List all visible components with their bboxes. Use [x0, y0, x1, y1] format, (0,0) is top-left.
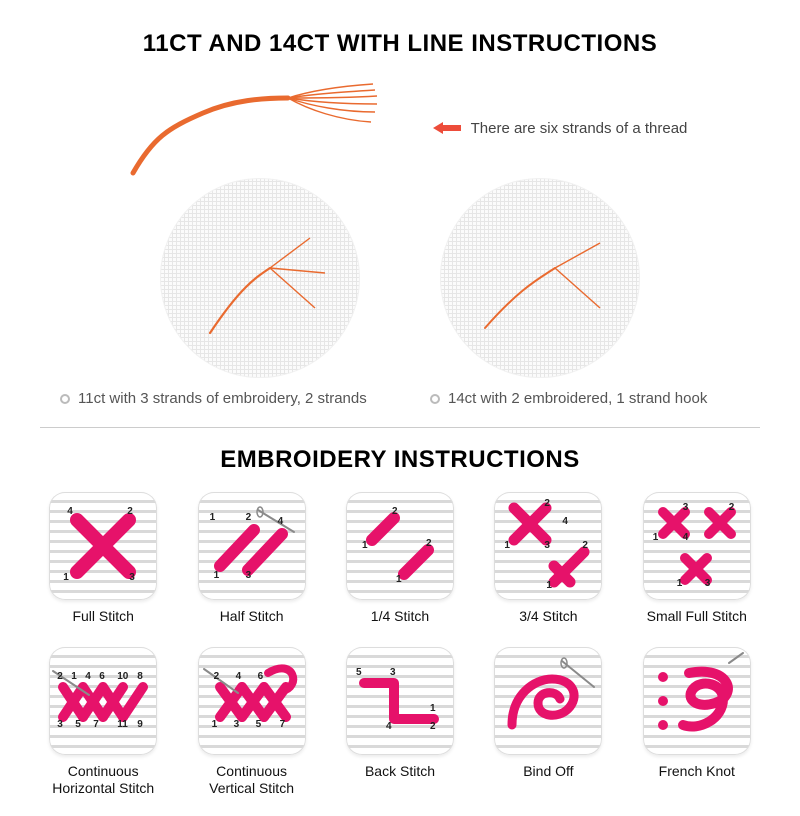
stitch-number: 3 [683, 502, 689, 513]
stitch-number: 4 [386, 721, 392, 732]
stitch-tile: 2 4 6 1 3 5 7 [198, 647, 306, 755]
stitch-number: 1 [430, 703, 436, 714]
stitch-item: 5 3 1 4 2 Back Stitch [340, 647, 460, 797]
stitch-number: 1 [362, 540, 368, 551]
stitch-number: 3 [234, 719, 240, 730]
stitch-number: 6 [258, 671, 264, 682]
stitch-number: 1 [71, 671, 77, 682]
stitch-number: 2 [544, 498, 550, 509]
stitch-tile [494, 647, 602, 755]
stitch-item: 4 2 1 3 Full Stitch [43, 492, 163, 625]
stitch-label: Bind Off [523, 763, 573, 780]
stitch-tile: 4 2 1 3 [49, 492, 157, 600]
stitch-label: Small Full Stitch [647, 608, 747, 625]
stitch-number: 3 [390, 667, 396, 678]
stitch-number: 1 [546, 580, 552, 591]
stitch-number: 2 [246, 512, 252, 523]
stitch-label: French Knot [659, 763, 735, 780]
stitch-number: 7 [93, 719, 99, 730]
stitch-item: 2 4 1 3 2 1 3/4 Stitch [488, 492, 608, 625]
stitch-tile: 5 3 1 4 2 [346, 647, 454, 755]
section2-title: EMBROIDERY INSTRUCTIONS [40, 446, 760, 474]
stitch-number: 3 [129, 572, 135, 583]
stitch-label: Back Stitch [365, 763, 435, 780]
fabric-circle-11ct [160, 178, 360, 378]
stitch-number: 4 [67, 506, 73, 517]
caption-14ct-text: 14ct with 2 embroidered, 1 strand hook [448, 390, 707, 407]
stitch-tile [643, 647, 751, 755]
stitch-label: Half Stitch [220, 608, 284, 625]
stitch-number: 10 [117, 671, 128, 682]
stitch-label: ContinuousHorizontal Stitch [52, 763, 154, 797]
stitch-tile: 1 2 4 1 3 [198, 492, 306, 600]
section-divider [40, 427, 760, 428]
stitch-number: 5 [75, 719, 81, 730]
thread-note: There are six strands of a thread [471, 120, 688, 137]
stitch-number: 4 [278, 516, 284, 527]
thread-row: There are six strands of a thread [40, 78, 760, 178]
bullet-icon [430, 394, 440, 404]
caption-14ct: 14ct with 2 embroidered, 1 strand hook [430, 390, 740, 407]
stitch-number: 1 [653, 532, 659, 543]
stitch-number: 4 [85, 671, 91, 682]
stitch-number: 2 [582, 540, 588, 551]
stitch-number: 3 [705, 578, 711, 589]
stitch-number: 8 [137, 671, 143, 682]
section1-title: 11CT AND 14CT WITH LINE INSTRUCTIONS [40, 30, 760, 58]
stitch-number: 1 [396, 574, 402, 585]
caption-11ct-text: 11ct with 3 strands of embroidery, 2 str… [78, 390, 367, 407]
arrow-left-icon [433, 122, 461, 134]
caption-11ct: 11ct with 3 strands of embroidery, 2 str… [60, 390, 370, 407]
stitch-number: 5 [256, 719, 262, 730]
stitch-item: 2 4 6 1 3 5 7 ContinuousVertical Stitch [192, 647, 312, 797]
stitch-number: 2 [127, 506, 133, 517]
stitch-number: 2 [214, 671, 220, 682]
stitch-grid: 4213Full Stitch 12413Half Stitch 21211/4… [40, 492, 760, 796]
stitch-item: 2 1 2 1 1/4 Stitch [340, 492, 460, 625]
stitch-number: 1 [504, 540, 510, 551]
stitch-number: 4 [683, 532, 689, 543]
stitch-number: 3 [57, 719, 63, 730]
stitch-number: 2 [729, 502, 735, 513]
bullet-icon [60, 394, 70, 404]
thread-illustration [113, 78, 413, 178]
stitch-number: 2 [392, 506, 398, 517]
stitch-tile: 3 2 1 4 1 3 [643, 492, 751, 600]
stitch-label: ContinuousVertical Stitch [209, 763, 294, 797]
stitch-number: 6 [99, 671, 105, 682]
stitch-tile: 2 1 2 1 [346, 492, 454, 600]
stitch-number: 4 [236, 671, 242, 682]
stitch-number: 1 [212, 719, 218, 730]
stitch-item: Bind Off [488, 647, 608, 797]
stitch-number: 1 [210, 512, 216, 523]
stitch-tile: 2 4 1 3 2 1 [494, 492, 602, 600]
stitch-number: 1 [63, 572, 69, 583]
stitch-number: 9 [137, 719, 143, 730]
stitch-number: 2 [430, 721, 436, 732]
stitch-item: 2146 10 8 3 5 7 11 9 ContinuousHorizontal Stitch [43, 647, 163, 797]
stitch-number: 11 [117, 719, 128, 730]
stitch-label: 3/4 Stitch [519, 608, 577, 625]
fabric-circles [40, 178, 760, 378]
fabric-circle-14ct [440, 178, 640, 378]
stitch-label: Full Stitch [72, 608, 133, 625]
stitch-item: 3 2 1 4 1 3 Small Full Stitch [637, 492, 757, 625]
stitch-number: 1 [214, 570, 220, 581]
caption-row: 11ct with 3 strands of embroidery, 2 str… [40, 390, 760, 407]
stitch-number: 7 [280, 719, 286, 730]
stitch-number: 2 [426, 538, 432, 549]
stitch-number: 4 [562, 516, 568, 527]
stitch-number: 2 [57, 671, 63, 682]
stitch-number: 1 [677, 578, 683, 589]
stitch-number: 3 [246, 570, 252, 581]
stitch-tile: 2146 10 8 3 5 7 11 9 [49, 647, 157, 755]
stitch-number: 3 [544, 540, 550, 551]
stitch-label: 1/4 Stitch [371, 608, 429, 625]
stitch-item: French Knot [637, 647, 757, 797]
stitch-item: 1 2 4 1 3 Half Stitch [192, 492, 312, 625]
stitch-number: 5 [356, 667, 362, 678]
